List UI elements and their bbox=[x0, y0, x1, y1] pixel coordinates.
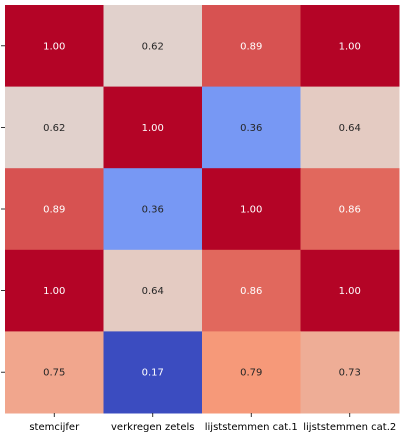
cell-label-r1-c3: 0.64 bbox=[339, 123, 361, 134]
heatmap-cell-r0-c3 bbox=[300, 5, 400, 88]
heatmap-cell-r0-c1 bbox=[103, 5, 203, 88]
cell-label-r2-c0: 0.89 bbox=[43, 205, 65, 216]
heatmap-cell-r1-c3 bbox=[300, 86, 400, 169]
cell-label-r0-c2: 0.89 bbox=[240, 41, 262, 52]
heatmap-cell-r2-c0 bbox=[5, 168, 104, 251]
cell-label-r4-c3: 0.73 bbox=[339, 368, 361, 379]
cell-label-r1-c1: 1.00 bbox=[142, 123, 164, 134]
heatmap-cell-r3-c3 bbox=[300, 249, 400, 332]
y-axis-ticks bbox=[1, 45, 5, 373]
cell-label-r2-c2: 1.00 bbox=[240, 205, 262, 216]
x-tick-label-1: verkregen zetels bbox=[111, 422, 195, 433]
heatmap-cells bbox=[5, 5, 400, 414]
heatmap-cell-r4-c1 bbox=[103, 331, 203, 414]
x-tick-label-3: lijststemmen cat.2 bbox=[303, 422, 396, 433]
cell-label-r1-c2: 0.36 bbox=[240, 123, 262, 134]
heatmap-cell-r4-c2 bbox=[202, 331, 301, 414]
cell-label-r4-c0: 0.75 bbox=[43, 368, 65, 379]
cell-label-r3-c1: 0.64 bbox=[142, 286, 164, 297]
heatmap-cell-r2-c2 bbox=[202, 168, 301, 251]
cell-label-r0-c1: 0.62 bbox=[142, 41, 164, 52]
cell-label-r3-c2: 0.86 bbox=[240, 286, 262, 297]
heatmap-cell-r3-c0 bbox=[5, 249, 104, 332]
x-tick-label-0: stemcijfer bbox=[29, 422, 80, 433]
x-axis-ticks: stemcijfer verkregen zetels lijststemmen c… bbox=[29, 413, 396, 433]
heatmap-cell-r1-c0 bbox=[5, 86, 104, 169]
cell-label-r3-c0: 1.00 bbox=[43, 286, 65, 297]
heatmap-cell-r1-c2 bbox=[202, 86, 301, 169]
heatmap-cell-labels: 1.00 0.62 0.89 1.00 0.62 1.00 0.36 0.64 0.89 0.36… bbox=[43, 41, 361, 378]
heatmap-cell-r3-c2 bbox=[202, 249, 301, 332]
cell-label-r2-c1: 0.36 bbox=[142, 205, 164, 216]
cell-label-r4-c2: 0.79 bbox=[240, 368, 262, 379]
cell-label-r4-c1: 0.17 bbox=[142, 368, 164, 379]
heatmap-cell-r0-c2 bbox=[202, 5, 301, 88]
cell-label-r1-c0: 0.62 bbox=[43, 123, 65, 134]
cell-label-r3-c3: 1.00 bbox=[339, 286, 361, 297]
cell-label-r2-c3: 0.86 bbox=[339, 205, 361, 216]
heatmap-cell-r4-c3 bbox=[300, 331, 400, 414]
heatmap-cell-r2-c1 bbox=[103, 168, 203, 251]
cell-label-r0-c0: 1.00 bbox=[43, 41, 65, 52]
x-tick-label-2: lijststemmen cat.1 bbox=[205, 422, 298, 433]
heatmap-cell-r3-c1 bbox=[103, 249, 203, 332]
heatmap-cell-r0-c0 bbox=[5, 5, 104, 88]
cell-label-r0-c3: 1.00 bbox=[339, 41, 361, 52]
heatmap-cell-r4-c0 bbox=[5, 331, 104, 414]
heatmap-cell-r1-c1 bbox=[103, 86, 203, 169]
heatmap-cell-r2-c3 bbox=[300, 168, 400, 251]
